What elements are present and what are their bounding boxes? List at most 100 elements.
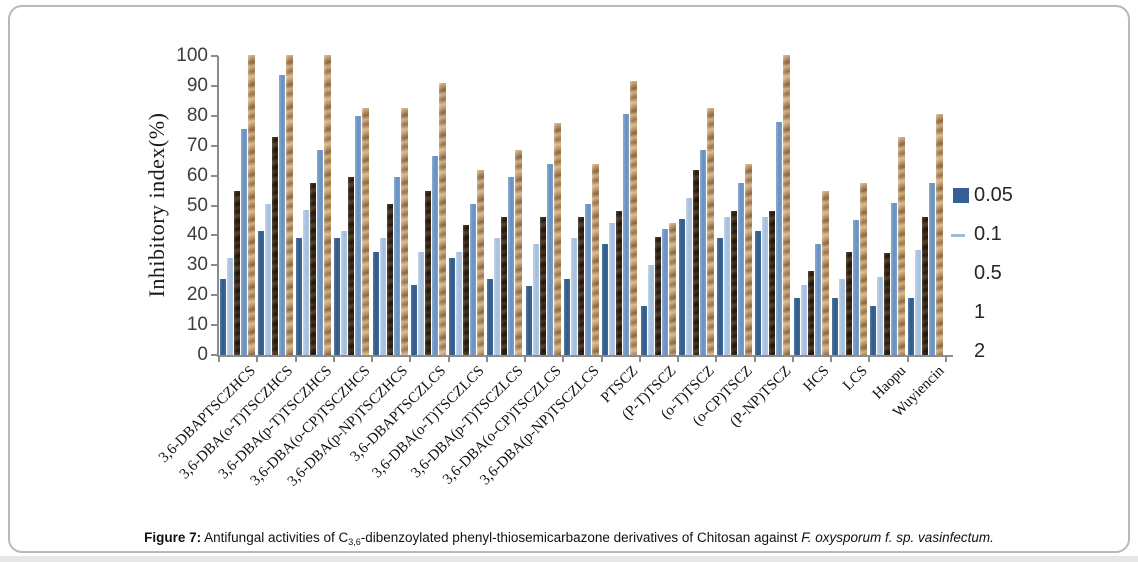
bar-group xyxy=(830,56,868,355)
bar-series-0.1 xyxy=(647,265,654,355)
bar-series-0.1 xyxy=(685,198,692,355)
bar-series-0.5 xyxy=(463,224,470,355)
y-axis-line xyxy=(217,56,219,356)
bar-group xyxy=(486,56,524,355)
bar-series-0.5 xyxy=(845,251,852,355)
legend: 0.05 0.1 0.5 1 2 xyxy=(951,183,1013,364)
bar-series-0.05 xyxy=(410,284,417,355)
x-tick-mark xyxy=(906,356,909,362)
bar-series-0.1 xyxy=(456,251,463,355)
legend-item-0.05: 0.05 xyxy=(953,183,1013,208)
bar-series-0.5 xyxy=(310,183,317,355)
bar-series-0.05 xyxy=(678,218,685,355)
bar-series-0.5 xyxy=(654,236,661,355)
bar-series-0.05 xyxy=(334,238,341,355)
y-tick-mark xyxy=(211,264,218,267)
bar-group xyxy=(371,56,409,355)
bar-series-0.1 xyxy=(838,278,845,355)
bar-series-0.05 xyxy=(487,278,494,355)
bar-series-0.05 xyxy=(755,230,762,355)
bar-series-1 xyxy=(929,183,936,355)
bar-series-0.05 xyxy=(640,305,647,355)
bar-series-1 xyxy=(470,204,477,355)
bar-group xyxy=(639,56,677,355)
legend-item-0.1: 0.1 xyxy=(951,222,1013,247)
y-tick-label: 10 xyxy=(186,314,208,336)
bar-series-1 xyxy=(585,204,592,355)
bar-series-0.5 xyxy=(424,190,431,355)
bar-group xyxy=(333,56,371,355)
bar-group xyxy=(907,56,945,355)
bar-group xyxy=(256,54,294,355)
bar-series-0.5 xyxy=(807,271,814,355)
bar-series-0.05 xyxy=(372,251,379,355)
legend-label: 1 xyxy=(974,301,986,323)
bar-series-0.1 xyxy=(417,251,424,355)
bar-series-1 xyxy=(317,150,324,355)
y-tick-label: 20 xyxy=(186,284,208,306)
bar-series-0.1 xyxy=(494,238,501,355)
x-tick-mark xyxy=(524,356,527,362)
x-tick-mark xyxy=(256,356,259,362)
x-tick-mark xyxy=(485,356,488,362)
page-bottom-strip xyxy=(0,556,1138,562)
y-tick-mark xyxy=(211,204,218,207)
bar-group xyxy=(677,56,715,355)
x-tick-mark xyxy=(409,356,412,362)
legend-marker-icon xyxy=(951,227,969,243)
bar-group xyxy=(792,56,830,355)
x-tick-mark xyxy=(830,356,833,362)
bar-series-0.5 xyxy=(348,177,355,355)
bar-group xyxy=(218,54,256,355)
bar-series-2 xyxy=(821,190,829,355)
bar-group xyxy=(601,56,639,355)
bar-series-0.1 xyxy=(877,277,884,355)
y-tick-mark xyxy=(211,294,218,297)
y-tick-label: 80 xyxy=(186,104,208,126)
legend-label: 0.1 xyxy=(974,223,1002,245)
caption-label: Figure 7: xyxy=(144,530,202,545)
bar-series-0.5 xyxy=(922,217,929,355)
bar-series-2 xyxy=(936,114,944,355)
bar-series-2 xyxy=(745,163,753,355)
bar-series-0.05 xyxy=(717,238,724,355)
y-tick-mark xyxy=(211,174,218,177)
bar-series-0.1 xyxy=(264,204,271,355)
legend-label: 2 xyxy=(974,340,986,362)
bar-series-0.05 xyxy=(257,230,264,355)
bar-series-1 xyxy=(431,156,438,355)
x-tick-mark xyxy=(791,356,794,362)
bar-series-0.5 xyxy=(616,211,623,355)
bar-series-0.1 xyxy=(226,257,233,355)
bar-series-2 xyxy=(668,223,676,355)
y-tick-label: 30 xyxy=(186,254,208,276)
y-tick-label: 60 xyxy=(186,164,208,186)
bar-series-1 xyxy=(776,121,783,355)
x-tick-mark xyxy=(371,356,374,362)
x-tick-mark xyxy=(715,356,718,362)
bar-series-0.5 xyxy=(731,211,738,355)
y-tick-label: 0 xyxy=(197,344,208,365)
bar-series-1 xyxy=(240,129,247,355)
bar-series-0.05 xyxy=(296,238,303,355)
bar-series-0.1 xyxy=(303,210,310,355)
bar-series-0.5 xyxy=(539,217,546,355)
bar-series-0.5 xyxy=(692,169,699,355)
caption-text-1: Antifungal activities of C xyxy=(201,530,349,545)
bar-series-1 xyxy=(355,115,362,355)
bar-series-2 xyxy=(438,82,446,355)
bar-series-2 xyxy=(400,108,408,355)
bar-series-0.05 xyxy=(870,305,877,355)
plot-area xyxy=(218,54,945,355)
x-tick-mark xyxy=(868,356,871,362)
bar-series-0.5 xyxy=(501,217,508,355)
legend-marker-hidden xyxy=(953,344,969,360)
bar-series-0.5 xyxy=(233,190,240,355)
bar-series-1 xyxy=(278,75,285,355)
caption-text-2: -dibenzoylated phenyl-thiosemicarbazone … xyxy=(360,530,802,545)
bar-series-0.1 xyxy=(379,238,386,355)
bar-series-1 xyxy=(508,177,515,355)
legend-marker-hidden xyxy=(953,305,969,321)
bar-series-0.05 xyxy=(908,298,915,355)
bar-series-1 xyxy=(546,163,553,355)
